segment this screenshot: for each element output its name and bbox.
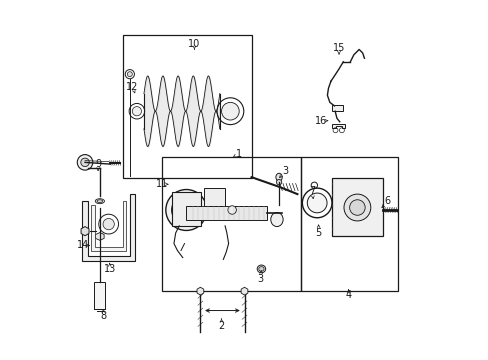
Text: 10: 10 xyxy=(188,39,200,49)
Circle shape xyxy=(227,206,236,214)
Ellipse shape xyxy=(257,265,265,273)
Polygon shape xyxy=(197,287,203,295)
Text: 6: 6 xyxy=(384,196,389,206)
Bar xyxy=(186,206,267,220)
Ellipse shape xyxy=(275,173,282,181)
Text: 4: 4 xyxy=(345,290,351,300)
Circle shape xyxy=(349,200,365,215)
Text: 16: 16 xyxy=(315,116,327,126)
Polygon shape xyxy=(241,287,247,295)
Circle shape xyxy=(177,201,195,219)
Circle shape xyxy=(99,214,118,234)
Polygon shape xyxy=(95,233,104,240)
Bar xyxy=(331,178,383,237)
Text: 15: 15 xyxy=(332,43,345,53)
Bar xyxy=(122,35,251,178)
Bar xyxy=(331,105,343,111)
Text: 13: 13 xyxy=(103,264,116,274)
Ellipse shape xyxy=(258,267,264,271)
Circle shape xyxy=(165,189,206,230)
Text: 12: 12 xyxy=(126,81,138,91)
Circle shape xyxy=(132,107,141,116)
Text: 11: 11 xyxy=(155,179,167,189)
Text: 5: 5 xyxy=(315,228,321,238)
Ellipse shape xyxy=(276,180,281,185)
Circle shape xyxy=(77,154,93,170)
Text: 8: 8 xyxy=(100,311,106,321)
Circle shape xyxy=(306,193,326,213)
Ellipse shape xyxy=(270,212,283,226)
Bar xyxy=(94,282,105,309)
Circle shape xyxy=(103,219,114,230)
Text: 9: 9 xyxy=(95,159,101,169)
Circle shape xyxy=(171,195,201,225)
Ellipse shape xyxy=(95,199,104,204)
Text: 3: 3 xyxy=(257,274,263,284)
Polygon shape xyxy=(82,194,135,261)
Bar xyxy=(161,157,300,291)
Polygon shape xyxy=(91,201,126,251)
Text: 7: 7 xyxy=(308,186,315,195)
Polygon shape xyxy=(81,226,89,236)
Circle shape xyxy=(343,194,370,221)
Text: 2: 2 xyxy=(218,321,224,332)
Bar xyxy=(172,192,201,226)
Text: 1: 1 xyxy=(236,149,242,158)
Ellipse shape xyxy=(97,200,102,203)
Text: 3: 3 xyxy=(282,166,287,176)
Circle shape xyxy=(81,158,89,167)
Polygon shape xyxy=(331,123,345,128)
Circle shape xyxy=(221,102,239,120)
Bar xyxy=(300,157,397,291)
Text: 14: 14 xyxy=(77,240,89,250)
Bar xyxy=(203,188,224,206)
Circle shape xyxy=(127,72,132,77)
